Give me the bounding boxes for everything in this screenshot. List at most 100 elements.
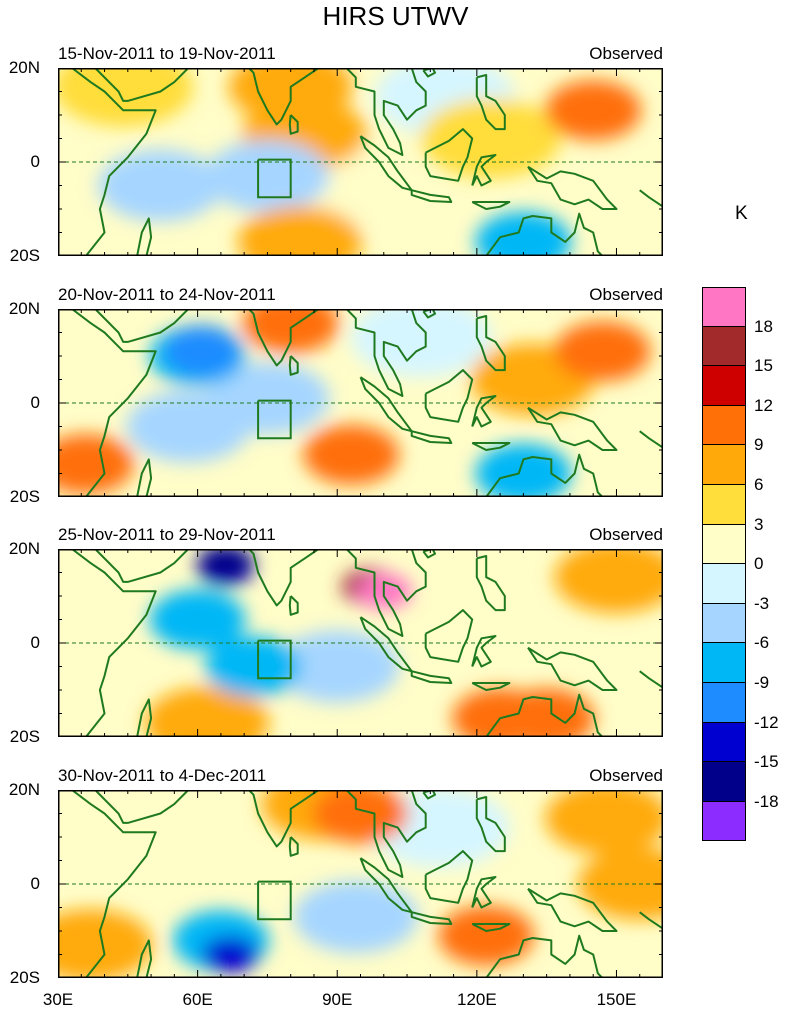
lon-label: 30E (42, 990, 74, 1009)
panel-data-type: Observed (589, 766, 663, 785)
colorbar-swatch (702, 801, 746, 842)
coastline (410, 189, 453, 203)
anomaly-blob (149, 589, 246, 650)
colorbar-swatch (702, 722, 746, 763)
lat-label: 20N (8, 780, 40, 799)
anomaly-blob (293, 880, 418, 953)
coastline (234, 68, 321, 126)
anomaly-blob (238, 205, 362, 256)
map-panel-1 (58, 68, 663, 256)
anomaly-blob (554, 321, 651, 382)
anomaly-blob (144, 686, 269, 737)
map-frame (58, 68, 663, 256)
coastline (410, 670, 453, 684)
lat-label: 20N (8, 539, 40, 558)
lat-label: 20S (9, 487, 40, 506)
colorbar-label: 3 (754, 514, 764, 534)
lat-label: 0 (30, 633, 40, 652)
colorbar-swatch (702, 682, 746, 723)
coastline (136, 458, 153, 497)
region-box (257, 639, 292, 680)
anomaly-blob (164, 325, 241, 378)
coastline (76, 309, 190, 343)
region-box (257, 399, 292, 440)
lat-label: 0 (30, 874, 40, 893)
region-box (257, 880, 292, 921)
coastline (345, 549, 427, 637)
panel-data-type: Observed (589, 525, 663, 544)
panel-date-range: 15-Nov-2011 to 19-Nov-2011 (58, 44, 276, 63)
coastline (527, 165, 618, 210)
colorbar-swatch (702, 524, 746, 565)
coastline (345, 68, 427, 156)
map-frame (58, 309, 663, 497)
anomaly-blob (420, 98, 561, 179)
anomaly-blob (545, 790, 663, 855)
lon-label: 120E (456, 990, 497, 1009)
lat-label: 20N (8, 58, 40, 77)
figure-title: HIRS UTWV (322, 1, 469, 31)
panel-date-range: 30-Nov-2011 to 4-Dec-2011 (58, 766, 267, 785)
coastline (76, 549, 190, 583)
colorbar-label: 18 (754, 316, 773, 336)
lat-label: 20S (9, 968, 40, 987)
coastline (58, 309, 157, 497)
coastline (288, 595, 299, 616)
coastline (471, 442, 511, 451)
coastline (136, 698, 153, 737)
colorbar-swatch (702, 287, 746, 327)
anomaly-blob (554, 549, 663, 614)
coastline (76, 68, 190, 102)
coastline (471, 923, 511, 932)
coastline (359, 857, 413, 914)
colorbar-label: -12 (754, 712, 779, 732)
colorbar (702, 287, 746, 842)
coastline (485, 453, 604, 497)
coastline (527, 406, 618, 451)
coastline (475, 74, 506, 131)
map-panel-2 (58, 309, 663, 497)
map-panel-3 (58, 549, 663, 737)
coastline (471, 682, 511, 691)
anomaly-blob (303, 424, 400, 485)
map-plot (58, 309, 663, 497)
colorbar-label: 9 (754, 435, 764, 455)
coastline (288, 836, 299, 857)
coastline (359, 376, 413, 433)
colorbar-swatch (702, 643, 746, 683)
lat-label: 20S (9, 727, 40, 746)
anomaly-blob (275, 630, 400, 703)
colorbar-swatch (702, 326, 746, 367)
anomaly-blob (202, 936, 259, 973)
coastline (234, 790, 321, 848)
lon-label: 60E (182, 990, 213, 1009)
map-frame (58, 790, 663, 978)
coastline (58, 68, 157, 256)
colorbar-swatch (702, 445, 746, 485)
coastline (136, 939, 153, 978)
anomaly-blob (205, 362, 330, 435)
coastline (345, 790, 427, 878)
coastline (234, 549, 321, 607)
map-frame (58, 549, 663, 737)
coastline (475, 555, 506, 612)
panel-data-type: Observed (589, 285, 663, 304)
map-plot (58, 68, 663, 256)
panel-date-range: 20-Nov-2011 to 24-Nov-2011 (58, 285, 276, 304)
coastline (410, 911, 453, 925)
colorbar-swatch (702, 405, 746, 446)
panel-data-type: Observed (589, 44, 663, 63)
colorbar-unit: K (735, 203, 748, 224)
coastline (639, 911, 663, 930)
coastline (471, 201, 511, 210)
anomaly-blob (545, 80, 642, 141)
coastline (639, 430, 663, 449)
lon-label: 150E (596, 990, 637, 1009)
lat-label: 20S (9, 246, 40, 265)
coastline (136, 217, 153, 256)
map-panel-4 (58, 790, 663, 978)
anomaly-blob (98, 149, 223, 222)
colorbar-label: -6 (754, 633, 770, 653)
colorbar-label: -15 (754, 752, 779, 772)
colorbar-label: -18 (754, 791, 779, 811)
